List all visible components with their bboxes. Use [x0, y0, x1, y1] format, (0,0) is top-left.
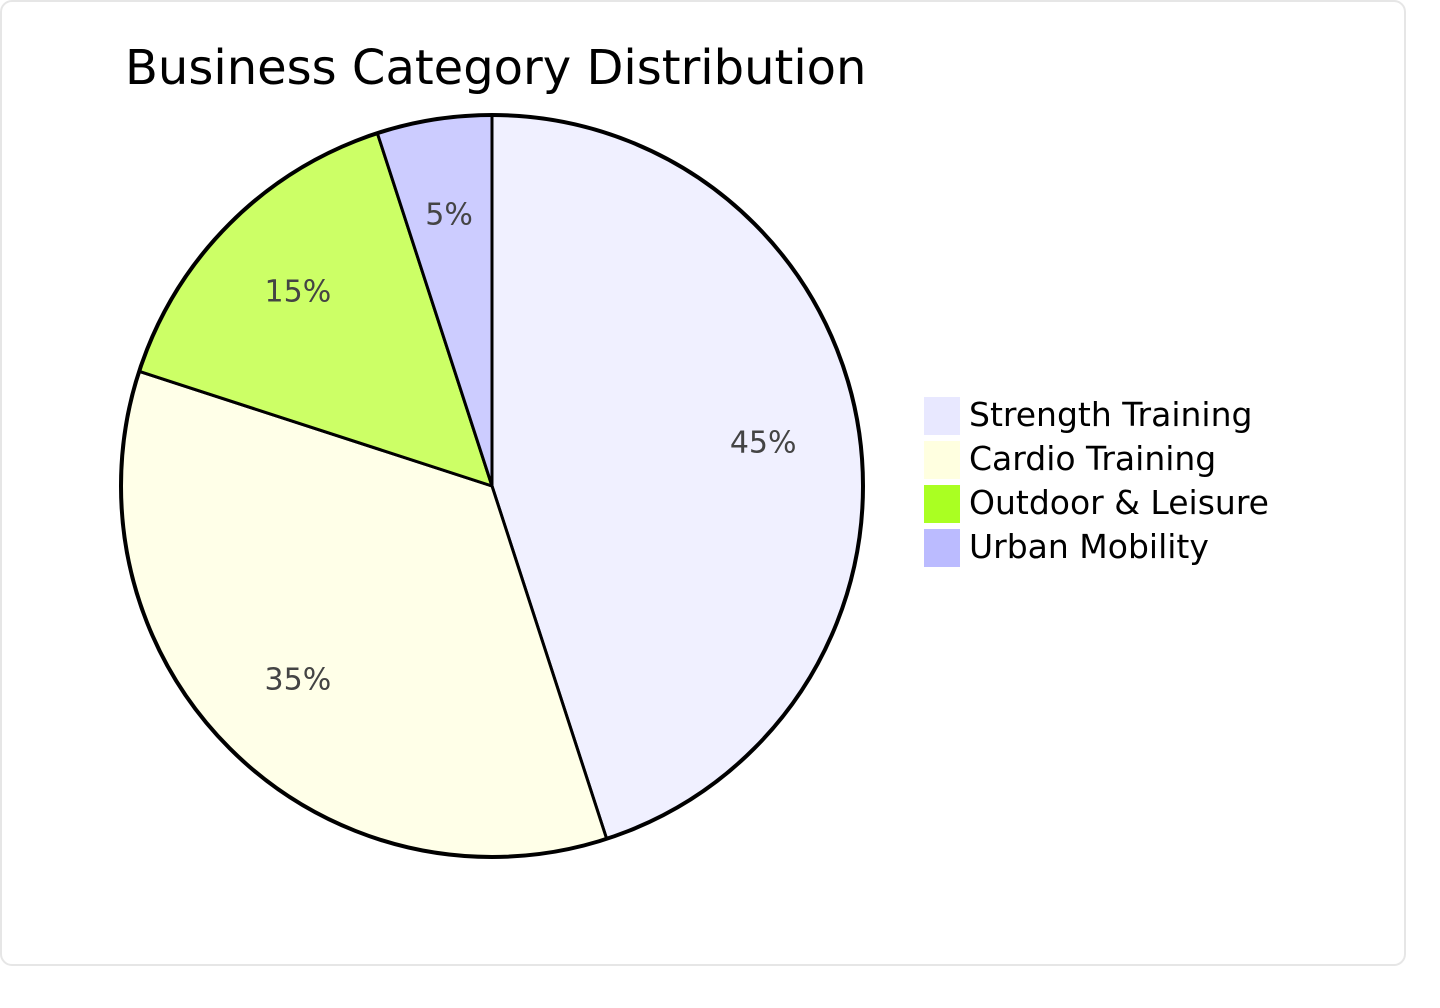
slice-value-label: 35%: [265, 663, 332, 698]
slice-value-label: 5%: [425, 197, 473, 232]
slice-value-label: 15%: [265, 274, 332, 309]
legend-label: Urban Mobility: [969, 527, 1209, 566]
slice-value-label: 45%: [730, 426, 797, 461]
legend-swatch: [924, 441, 960, 479]
chart-card: Business Category Distribution 45% 35% 15%…: [0, 0, 1406, 966]
legend-swatch: [924, 397, 960, 435]
legend-label: Cardio Training: [969, 439, 1217, 478]
pie-chart: 45% 35% 15% 5%: [119, 113, 865, 859]
pie-outline: [119, 113, 865, 859]
legend-label: Strength Training: [969, 395, 1253, 434]
pie-slices: [119, 113, 865, 859]
chart-title: Business Category Distribution: [125, 40, 867, 96]
pie-slice-labels: 45% 35% 15% 5%: [265, 197, 797, 697]
legend-swatch: [924, 485, 960, 523]
legend-swatch: [924, 529, 960, 567]
legend-label: Outdoor & Leisure: [969, 483, 1269, 522]
